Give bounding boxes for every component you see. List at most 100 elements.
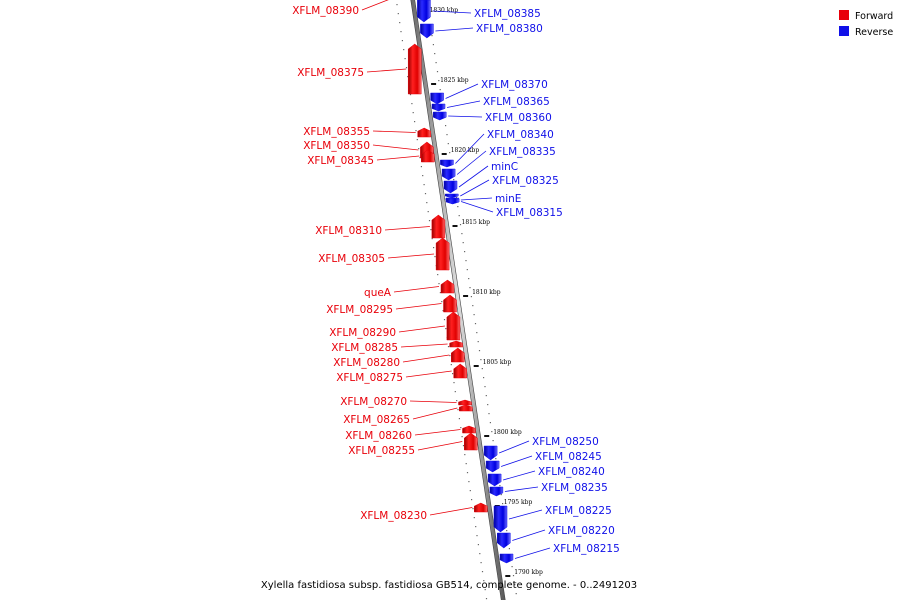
gene-label-XFLM_08270[interactable]: XFLM_08270 <box>340 396 407 408</box>
guide-dot <box>457 409 459 411</box>
gene-feature-XFLM_08235[interactable] <box>489 486 504 497</box>
gene-feature-XFLM_08340[interactable] <box>440 159 454 168</box>
gene-label-XFLM_08240[interactable]: XFLM_08240 <box>538 466 605 478</box>
gene-label-XFLM_08345[interactable]: XFLM_08345 <box>307 155 374 167</box>
gene-feature-XFLM_08375[interactable] <box>407 43 422 95</box>
gene-label-XFLM_08250[interactable]: XFLM_08250 <box>532 436 599 448</box>
gene-label-XFLM_08220[interactable]: XFLM_08220 <box>548 525 615 537</box>
gene-label-XFLM_08245[interactable]: XFLM_08245 <box>535 451 602 463</box>
gene-label-XFLM_08370[interactable]: XFLM_08370 <box>481 79 548 91</box>
gene-feature-XFLM_08245[interactable] <box>485 460 500 473</box>
guide-dot <box>492 440 494 442</box>
gene-leader-line <box>448 115 483 118</box>
ruler-tick-mark <box>463 295 469 297</box>
guide-dot <box>464 251 466 253</box>
gene-label-queA[interactable]: queA <box>364 287 392 299</box>
gene-leader-line <box>458 165 489 188</box>
gene-feature-XFLM_08305[interactable] <box>435 237 450 271</box>
guide-dot <box>438 80 440 82</box>
gene-feature-XFLM_08270[interactable] <box>458 399 472 406</box>
gene-label-XFLM_08335[interactable]: XFLM_08335 <box>489 146 556 158</box>
gene-label-minE[interactable]: minE <box>495 193 521 205</box>
gene-feature-XFLM_08255[interactable] <box>464 432 478 451</box>
gene-label-XFLM_08215[interactable]: XFLM_08215 <box>553 543 620 555</box>
gene-feature-XFLM_08265[interactable] <box>459 404 473 412</box>
gene-label-XFLM_08375[interactable]: XFLM_08375 <box>297 67 364 79</box>
genome-caption: Xylella fastidiosa subsp. fastidiosa GB5… <box>261 580 637 591</box>
guide-dot <box>477 341 479 343</box>
gene-label-XFLM_08255[interactable]: XFLM_08255 <box>348 445 415 457</box>
gene-feature-XFLM_08275[interactable] <box>453 363 467 379</box>
gene-feature-XFLM_08365[interactable] <box>431 103 446 112</box>
gene-feature-XFLM_08325[interactable] <box>445 193 459 199</box>
guide-dot <box>439 89 441 91</box>
gene-label-XFLM_08295[interactable]: XFLM_08295 <box>326 304 393 316</box>
gene-feature-minC[interactable] <box>443 180 458 194</box>
guide-dot <box>473 517 475 519</box>
guide-dot <box>489 422 491 424</box>
guide-dot <box>400 31 402 33</box>
gene-feature-XFLM_08370[interactable] <box>430 92 444 105</box>
gene-feature-XFLM_08220[interactable] <box>497 532 511 549</box>
guide-dot <box>447 143 449 145</box>
gene-label-XFLM_08235[interactable]: XFLM_08235 <box>541 482 608 494</box>
guide-dot <box>399 22 401 24</box>
gene-label-XFLM_08260[interactable]: XFLM_08260 <box>345 430 412 442</box>
gene-label-minC[interactable]: minC <box>491 161 518 173</box>
gene-feature-XFLM_08240[interactable] <box>487 473 502 487</box>
guide-dot <box>433 247 435 249</box>
gene-label-XFLM_08325[interactable]: XFLM_08325 <box>492 175 559 187</box>
gene-feature-XFLM_08355[interactable] <box>417 127 431 138</box>
gene-label-XFLM_08385[interactable]: XFLM_08385 <box>474 8 541 20</box>
guide-dot <box>447 346 450 348</box>
gene-feature-XFLM_08380[interactable] <box>420 23 434 39</box>
gene-label-XFLM_08265[interactable]: XFLM_08265 <box>343 414 410 426</box>
gene-label-XFLM_08280[interactable]: XFLM_08280 <box>333 357 400 369</box>
gene-feature-XFLM_08345[interactable] <box>421 149 435 163</box>
gene-label-XFLM_08230[interactable]: XFLM_08230 <box>360 510 427 522</box>
gene-feature-XFLM_08315[interactable] <box>445 198 460 205</box>
gene-feature-XFLM_08215[interactable] <box>499 553 514 564</box>
gene-feature-XFLM_08310[interactable] <box>431 214 446 239</box>
gene-label-XFLM_08315[interactable]: XFLM_08315 <box>496 207 563 219</box>
gene-label-XFLM_08225[interactable]: XFLM_08225 <box>545 505 612 517</box>
gene-feature-XFLM_08250[interactable] <box>483 445 498 461</box>
guide-dot <box>495 458 497 460</box>
gene-feature-XFLM_08295[interactable] <box>443 294 457 313</box>
guide-dot <box>449 152 451 154</box>
gene-leader-line <box>456 150 487 175</box>
gene-label-XFLM_08310[interactable]: XFLM_08310 <box>315 225 382 237</box>
gene-feature-XFLM_08280[interactable] <box>451 347 465 363</box>
guide-dot <box>499 485 501 487</box>
gene-label-XFLM_08365[interactable]: XFLM_08365 <box>483 96 550 108</box>
gene-label-XFLM_08290[interactable]: XFLM_08290 <box>329 327 396 339</box>
gene-leader-line <box>502 470 536 481</box>
genome-axis <box>410 0 506 600</box>
gene-feature-XFLM_08360[interactable] <box>432 111 447 121</box>
gene-label-XFLM_08285[interactable]: XFLM_08285 <box>331 342 398 354</box>
gene-label-XFLM_08305[interactable]: XFLM_08305 <box>318 253 385 265</box>
gene-feature-XFLM_08230[interactable] <box>474 502 488 513</box>
gene-feature-XFLM_08290[interactable] <box>446 311 461 341</box>
gene-feature-XFLM_08335[interactable] <box>441 168 456 181</box>
gene-label-XFLM_08275[interactable]: XFLM_08275 <box>336 372 403 384</box>
gene-label-XFLM_08340[interactable]: XFLM_08340 <box>487 129 554 141</box>
gene-label-XFLM_08390[interactable]: XFLM_08390 <box>292 5 359 17</box>
gene-label-XFLM_08360[interactable]: XFLM_08360 <box>485 112 552 124</box>
gene-feature-XFLM_08385[interactable] <box>417 0 431 23</box>
gene-leader-line <box>387 253 435 259</box>
guide-dot <box>484 386 486 388</box>
guide-dot <box>401 40 403 42</box>
gene-feature-XFLM_08260[interactable] <box>462 425 476 434</box>
guide-dot <box>485 598 488 600</box>
ruler-tick-mark <box>473 365 479 367</box>
gene-label-XFLM_08350[interactable]: XFLM_08350 <box>303 140 370 152</box>
gene-feature-XFLM_08285[interactable] <box>449 340 463 348</box>
guide-dot <box>483 580 485 582</box>
legend-reverse-swatch <box>839 26 849 36</box>
guide-dot <box>469 287 471 289</box>
gene-label-XFLM_08380[interactable]: XFLM_08380 <box>476 23 543 35</box>
gene-label-XFLM_08355[interactable]: XFLM_08355 <box>303 126 370 138</box>
gene-feature-queA[interactable] <box>440 279 455 294</box>
gene-feature-XFLM_08225[interactable] <box>493 505 508 533</box>
